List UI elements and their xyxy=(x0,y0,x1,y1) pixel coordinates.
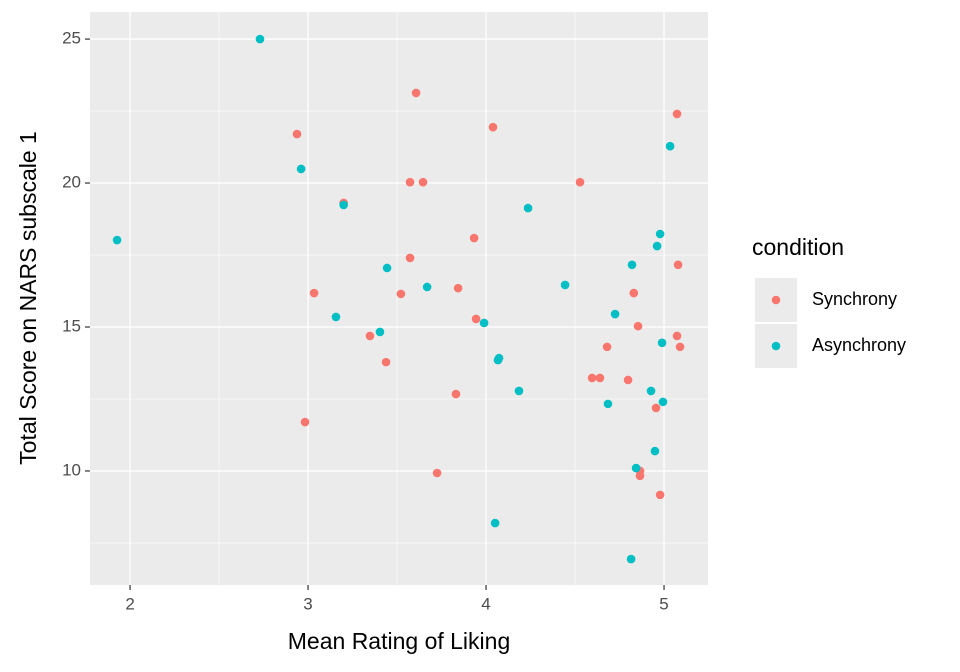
point xyxy=(657,338,667,348)
point xyxy=(626,554,636,564)
point xyxy=(629,288,639,298)
point xyxy=(560,280,570,290)
point xyxy=(658,397,668,407)
point xyxy=(490,518,500,528)
point xyxy=(603,399,613,409)
point xyxy=(292,129,302,139)
point xyxy=(296,164,306,174)
point xyxy=(646,386,656,396)
point xyxy=(469,233,479,243)
point xyxy=(418,177,428,187)
y-tick-label: 15 xyxy=(62,316,81,335)
legend-label: Synchrony xyxy=(812,289,897,309)
point xyxy=(610,309,620,319)
legend-marker xyxy=(771,295,781,305)
point xyxy=(602,342,612,352)
points xyxy=(112,34,685,564)
point xyxy=(453,283,463,293)
point xyxy=(422,282,432,292)
point xyxy=(479,318,489,328)
point xyxy=(587,373,597,383)
point xyxy=(432,468,442,478)
point xyxy=(672,331,682,341)
x-axis-title: Mean Rating of Liking xyxy=(288,628,510,654)
point xyxy=(514,386,524,396)
point xyxy=(627,260,637,270)
point xyxy=(650,446,660,456)
point xyxy=(411,88,421,98)
point xyxy=(665,141,675,151)
point xyxy=(255,34,265,44)
point xyxy=(451,389,461,399)
point xyxy=(655,229,665,239)
point xyxy=(633,321,643,331)
x-tick-label: 3 xyxy=(303,594,312,613)
x-tick-label: 5 xyxy=(659,594,668,613)
point xyxy=(365,331,375,341)
y-tick-label: 20 xyxy=(62,173,81,192)
point xyxy=(396,289,406,299)
y-tick-label: 25 xyxy=(62,29,81,48)
point xyxy=(623,375,633,385)
point xyxy=(405,177,415,187)
legend-marker xyxy=(771,341,781,351)
point xyxy=(405,253,415,263)
point xyxy=(331,312,341,322)
point xyxy=(309,288,319,298)
grid xyxy=(90,12,708,585)
point xyxy=(523,203,533,213)
point xyxy=(675,342,685,352)
point xyxy=(382,263,392,273)
x-tick-label: 2 xyxy=(125,594,134,613)
legend-label: Asynchrony xyxy=(812,335,906,355)
y-axis-title: Total Score on NARS subscale 1 xyxy=(15,131,41,465)
point xyxy=(575,177,585,187)
legend-title: condition xyxy=(752,234,844,260)
y-tick-label: 10 xyxy=(62,460,81,479)
point xyxy=(381,357,391,367)
point xyxy=(300,417,310,427)
point xyxy=(488,122,498,132)
point xyxy=(595,373,605,383)
point xyxy=(375,327,385,337)
point xyxy=(651,403,661,413)
point xyxy=(494,353,504,363)
panel xyxy=(90,12,708,585)
point xyxy=(112,235,122,245)
point xyxy=(672,109,682,119)
point xyxy=(635,471,645,481)
point xyxy=(339,200,348,210)
point xyxy=(655,490,665,500)
point xyxy=(652,241,662,251)
point xyxy=(471,314,481,324)
point xyxy=(631,463,641,473)
x-tick-label: 4 xyxy=(481,594,490,613)
point xyxy=(673,260,683,270)
